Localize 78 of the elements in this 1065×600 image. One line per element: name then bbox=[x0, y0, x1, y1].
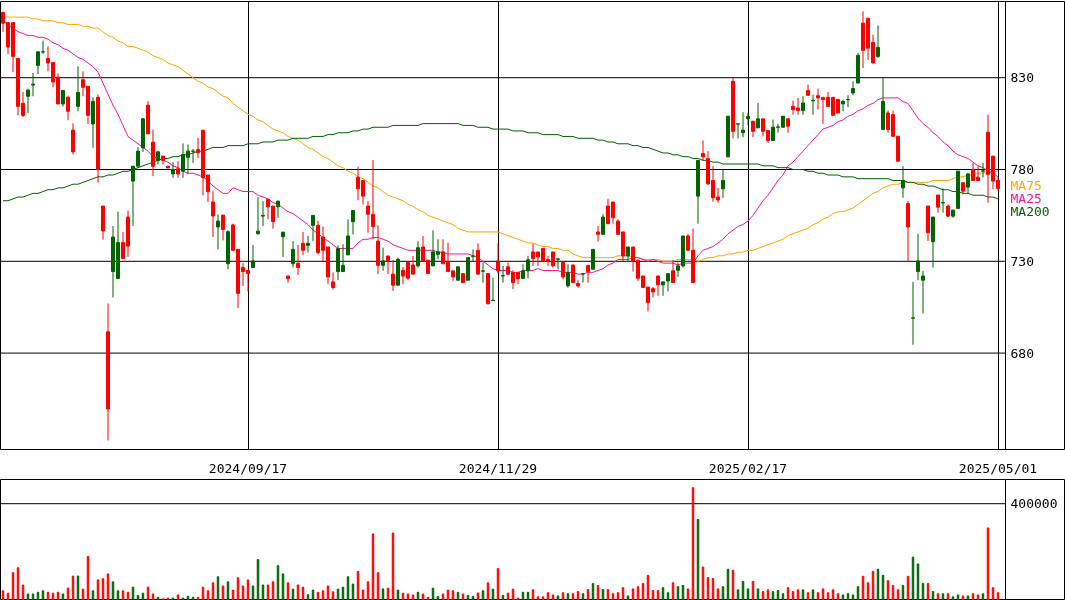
candlestick bbox=[261, 200, 265, 227]
x-tick-label: 2024/11/29 bbox=[458, 460, 538, 476]
candlestick bbox=[916, 233, 920, 281]
candlestick bbox=[906, 200, 910, 262]
candlestick bbox=[746, 112, 750, 126]
candlestick bbox=[911, 281, 915, 346]
y-tick-label: 780 bbox=[1010, 162, 1034, 177]
candlestick bbox=[721, 169, 725, 199]
candlestick bbox=[601, 213, 605, 235]
candlestick bbox=[581, 273, 585, 284]
y-tick-label: 730 bbox=[1010, 253, 1034, 269]
candlestick bbox=[296, 244, 300, 276]
candlestick bbox=[386, 255, 390, 275]
candlestick bbox=[286, 275, 290, 284]
candlestick bbox=[171, 161, 175, 179]
x-tick-label: 2025/02/17 bbox=[708, 460, 788, 476]
candlestick bbox=[176, 160, 180, 179]
y-tick-label: 680 bbox=[1010, 345, 1034, 361]
series-label: MA25 bbox=[1010, 190, 1042, 206]
candlestick bbox=[841, 99, 845, 112]
candlestick bbox=[391, 259, 395, 292]
candlestick bbox=[31, 72, 35, 97]
candlestick bbox=[806, 84, 810, 96]
candlestick bbox=[216, 213, 220, 250]
candlestick bbox=[701, 139, 705, 161]
x-tick-label: 2025/05/01 bbox=[958, 460, 1038, 476]
candlestick bbox=[981, 162, 985, 179]
candlestick bbox=[566, 263, 570, 289]
candlestick bbox=[736, 123, 740, 139]
series-label: MA75 bbox=[1010, 177, 1042, 193]
candlestick bbox=[311, 214, 315, 242]
candlestick bbox=[381, 247, 385, 272]
candlestick bbox=[471, 248, 475, 262]
candlestick bbox=[66, 95, 70, 121]
candlestick bbox=[251, 244, 255, 269]
x-tick-label: 2024/09/17 bbox=[208, 460, 288, 476]
candlestick bbox=[476, 242, 480, 275]
candlestick bbox=[741, 111, 745, 138]
candlestick bbox=[756, 102, 760, 129]
series-label: MA200 bbox=[1010, 203, 1050, 219]
candlestick bbox=[901, 165, 905, 199]
candlestick bbox=[71, 122, 75, 155]
candlestick bbox=[291, 240, 295, 269]
candlestick bbox=[491, 277, 495, 302]
candlestick bbox=[211, 190, 215, 238]
candlestick bbox=[671, 259, 675, 284]
candlestick bbox=[91, 96, 95, 149]
candlestick bbox=[301, 231, 305, 256]
candlestick bbox=[656, 275, 660, 297]
candlestick bbox=[496, 242, 500, 275]
candlestick bbox=[351, 209, 355, 235]
candlestick bbox=[481, 262, 485, 284]
y-tick-label: 400000 bbox=[1010, 496, 1058, 512]
candlestick bbox=[596, 225, 600, 243]
candlestick bbox=[586, 264, 590, 284]
candlestick bbox=[26, 88, 30, 114]
candlestick bbox=[276, 200, 280, 219]
candlestick bbox=[556, 257, 560, 270]
candlestick bbox=[921, 270, 925, 314]
candlestick bbox=[256, 196, 260, 235]
candlestick bbox=[466, 257, 470, 281]
candlestick bbox=[76, 65, 80, 112]
candlestick bbox=[876, 24, 880, 59]
candlestick bbox=[416, 240, 420, 269]
candlestick bbox=[811, 94, 815, 116]
candlestick bbox=[346, 218, 350, 256]
candlestick bbox=[281, 231, 285, 258]
candlestick bbox=[161, 155, 165, 166]
candlestick bbox=[801, 95, 805, 116]
candlestick bbox=[846, 94, 850, 108]
candlestick bbox=[306, 235, 310, 254]
candlestick bbox=[851, 80, 855, 96]
candlestick bbox=[591, 248, 595, 270]
candlestick bbox=[221, 214, 225, 241]
candlestick bbox=[331, 272, 335, 291]
y-tick-label: 830 bbox=[1010, 70, 1034, 86]
candlestick bbox=[576, 279, 580, 289]
candlestick bbox=[501, 265, 505, 284]
